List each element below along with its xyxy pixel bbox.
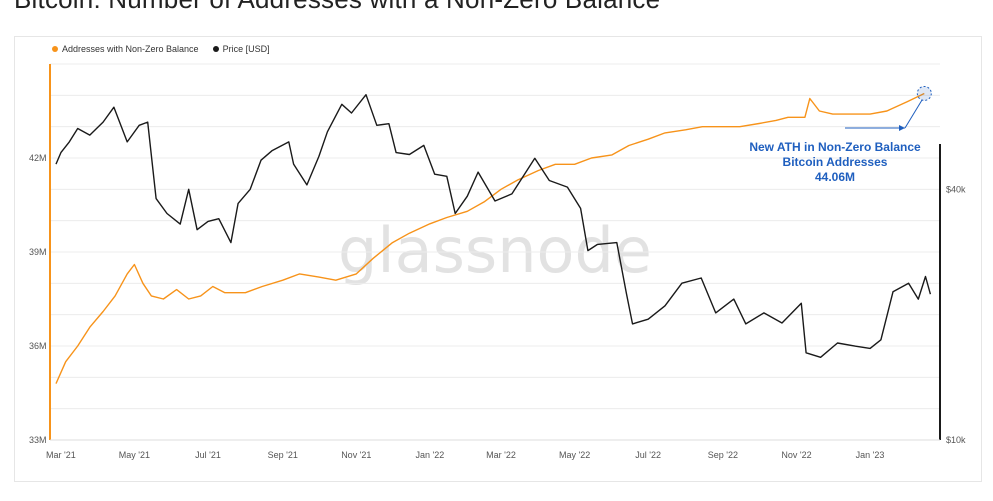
x-tick-label: May '21 (119, 450, 150, 460)
page-title: Bitcoin: Number of Addresses with a Non-… (14, 0, 660, 15)
y-left-tick-label: 39M (29, 247, 47, 257)
annotation-text-line: New ATH in Non-Zero Balance (749, 140, 921, 154)
annotation-arrowhead (899, 125, 905, 131)
legend-item-addresses[interactable]: Addresses with Non-Zero Balance (52, 44, 199, 54)
x-tick-label: Jan '22 (416, 450, 445, 460)
y-left-tick-label: 36M (29, 341, 47, 351)
chart-panel (14, 36, 982, 482)
y-right-tick-label: $10k (946, 435, 966, 445)
annotation-text-line: 44.06M (815, 170, 855, 184)
x-tick-label: Jan '23 (856, 450, 885, 460)
x-tick-label: Nov '22 (781, 450, 811, 460)
x-tick-label: Sep '22 (708, 450, 738, 460)
legend-label-addresses: Addresses with Non-Zero Balance (62, 44, 199, 54)
legend-item-price[interactable]: Price [USD] (212, 44, 270, 54)
x-tick-label: Mar '21 (46, 450, 76, 460)
x-tick-label: May '22 (559, 450, 590, 460)
series-line-price (55, 94, 932, 358)
axes: 33M 36M 39M 42M $10k $40k Mar '21 May '21 Jul '2… (29, 64, 966, 460)
x-tick-label: Jul '22 (635, 450, 661, 460)
annotation-arrow (904, 99, 923, 129)
x-tick-label: Mar '22 (486, 450, 516, 460)
x-tick-label: Nov '21 (341, 450, 371, 460)
annotation-marker (916, 85, 932, 101)
series-layer (55, 92, 932, 384)
y-left-tick-label: 33M (29, 435, 47, 445)
chart-legend: Addresses with Non-Zero Balance Price [U… (52, 44, 270, 54)
annotation-text-line: Bitcoin Addresses (783, 155, 888, 169)
y-right-tick-label: $40k (946, 184, 966, 194)
legend-label-price: Price [USD] (222, 44, 270, 54)
grid-lines (50, 63, 940, 441)
x-tick-label: Sep '21 (268, 450, 298, 460)
legend-swatch-addresses (52, 46, 58, 52)
legend-swatch-price (212, 46, 219, 52)
y-left-tick-label: 42M (29, 153, 47, 163)
series-line-addresses (55, 92, 925, 384)
watermark-text: glassnode (338, 214, 652, 287)
x-tick-label: Jul '21 (195, 450, 221, 460)
